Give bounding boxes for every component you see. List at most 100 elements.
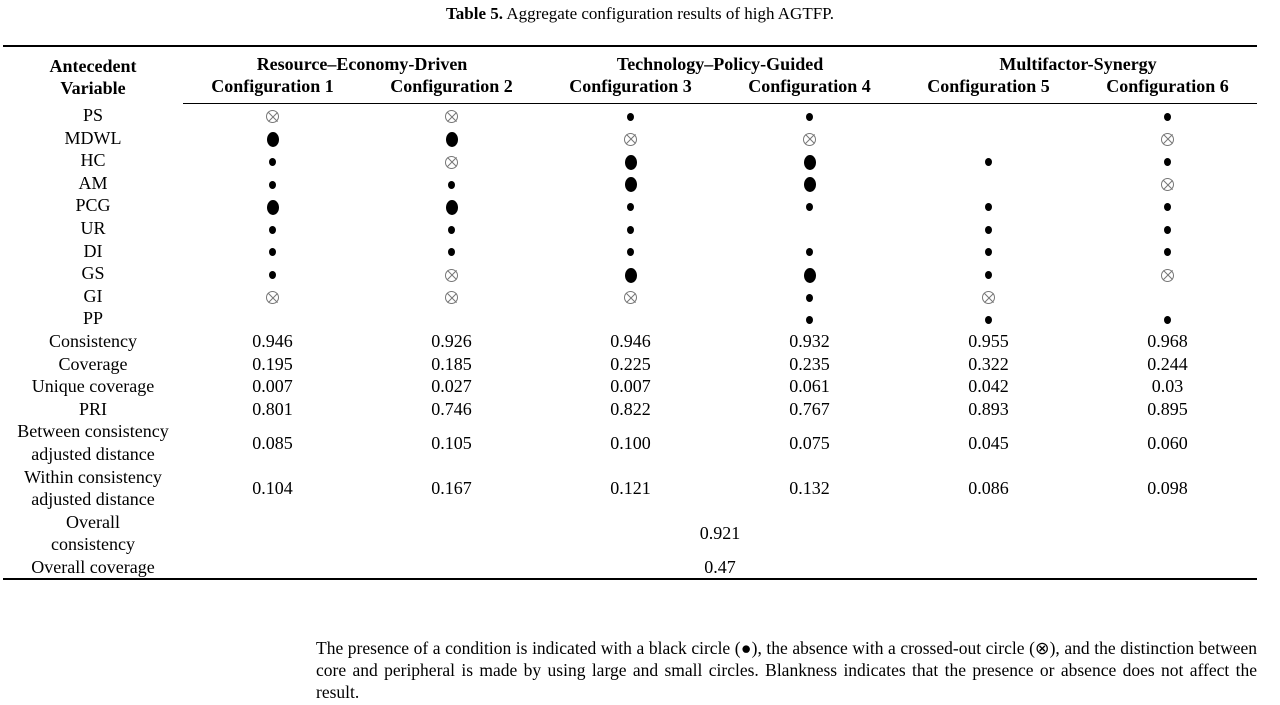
stat-row: PRI 0.801 0.746 0.822 0.767 0.893 0.895 xyxy=(3,398,1257,421)
stat-value: 0.075 xyxy=(789,432,830,453)
condition-cell xyxy=(899,194,1078,217)
peripheral-presence-icon xyxy=(806,203,814,212)
absence-icon xyxy=(445,110,458,124)
group-header: Technology–Policy-Guided xyxy=(541,45,900,75)
core-presence-icon xyxy=(445,131,458,147)
condition-cell xyxy=(1078,172,1257,195)
stat-value: 0.926 xyxy=(431,330,472,351)
condition-label: PCG xyxy=(75,195,111,216)
stat-value: 0.132 xyxy=(789,477,830,498)
condition-cell xyxy=(362,240,541,263)
stat-label: Between consistency adjusted distance xyxy=(17,421,169,464)
stat-value: 0.100 xyxy=(610,432,651,453)
condition-cell xyxy=(899,149,1078,172)
config-header: Configuration 1 xyxy=(183,75,362,104)
condition-cell xyxy=(183,172,362,195)
peripheral-presence-icon xyxy=(985,225,993,234)
condition-cell xyxy=(899,307,1078,330)
config-header: Configuration 6 xyxy=(1078,75,1258,104)
stat-value: 0.225 xyxy=(610,353,651,374)
condition-row: PP xyxy=(3,307,1257,330)
condition-cell xyxy=(362,262,541,285)
condition-cell xyxy=(720,127,899,150)
core-presence-icon xyxy=(803,267,816,283)
absence-icon xyxy=(266,110,279,124)
table-caption: Table 5. Aggregate configuration results… xyxy=(0,4,1280,24)
overall-label: Overall coverage xyxy=(3,555,183,581)
condition-cell xyxy=(1078,285,1257,308)
stat-value: 0.955 xyxy=(968,330,1009,351)
stat-value: 0.060 xyxy=(1147,432,1188,453)
condition-cell xyxy=(183,104,362,127)
condition-row: PS xyxy=(3,104,1257,127)
peripheral-presence-icon xyxy=(985,203,993,212)
absence-icon xyxy=(266,291,279,305)
stat-row: Consistency 0.946 0.926 0.946 0.932 0.955 0.96… xyxy=(3,330,1257,353)
condition-cell xyxy=(541,285,720,308)
condition-cell xyxy=(362,104,541,127)
condition-label: HC xyxy=(80,150,106,171)
stat-value: 0.105 xyxy=(431,432,472,453)
condition-cell xyxy=(1078,194,1257,217)
peripheral-presence-icon xyxy=(448,248,455,257)
absence-icon xyxy=(445,291,458,305)
stat-row: Between consistency adjusted distance 0.0… xyxy=(3,420,1257,465)
condition-label: AM xyxy=(78,172,108,193)
condition-cell xyxy=(541,194,720,217)
core-presence-icon xyxy=(266,131,279,147)
condition-row: PCG xyxy=(3,194,1257,217)
condition-row: AM xyxy=(3,172,1257,195)
overall-value: 0.47 xyxy=(183,555,1258,581)
stat-value: 0.121 xyxy=(610,477,651,498)
condition-cell xyxy=(183,262,362,285)
condition-cell xyxy=(899,240,1078,263)
stat-value: 0.235 xyxy=(789,353,830,374)
condition-label: UR xyxy=(80,217,106,238)
stat-value: 0.185 xyxy=(431,353,472,374)
condition-cell xyxy=(720,149,899,172)
stat-value: 0.895 xyxy=(1147,398,1188,419)
condition-cell xyxy=(1078,240,1257,263)
condition-cell xyxy=(183,217,362,240)
table-title: Aggregate configuration results of high … xyxy=(506,4,834,23)
condition-cell xyxy=(362,172,541,195)
peripheral-presence-icon xyxy=(985,316,993,325)
condition-cell xyxy=(541,104,720,127)
antecedent-header: Antecedent Variable xyxy=(3,45,183,104)
condition-label: GI xyxy=(83,285,103,306)
stat-row: Within consistency adjusted distance 0.10… xyxy=(3,466,1257,511)
condition-cell xyxy=(1078,149,1257,172)
condition-cell xyxy=(1078,307,1257,330)
condition-cell xyxy=(1078,262,1257,285)
stat-value: 0.007 xyxy=(610,376,651,397)
peripheral-presence-icon xyxy=(806,112,814,121)
peripheral-presence-icon xyxy=(806,316,814,325)
stat-value: 0.061 xyxy=(789,376,830,397)
condition-cell xyxy=(899,262,1078,285)
stat-value: 0.322 xyxy=(968,353,1009,374)
config-header: Configuration 4 xyxy=(720,75,900,104)
stat-value: 0.946 xyxy=(252,330,293,351)
overall-row: Overall coverage 0.47 xyxy=(3,555,1258,581)
condition-cell xyxy=(183,149,362,172)
absence-icon xyxy=(624,291,638,305)
peripheral-presence-icon xyxy=(269,180,276,189)
stat-label: Within consistency adjusted distance xyxy=(24,466,162,510)
absence-icon xyxy=(624,132,638,146)
condition-cell xyxy=(183,127,362,150)
stat-row: Coverage 0.195 0.185 0.225 0.235 0.322 0.244 xyxy=(3,353,1257,376)
condition-row: GI xyxy=(3,285,1257,308)
condition-cell xyxy=(1078,217,1257,240)
condition-cell xyxy=(720,262,899,285)
group-header: Resource–Economy-Driven xyxy=(183,45,542,75)
overall-value: 0.921 xyxy=(699,522,741,543)
condition-label: PP xyxy=(82,308,104,329)
peripheral-presence-icon xyxy=(269,225,276,234)
condition-label: DI xyxy=(83,240,103,261)
condition-cell xyxy=(362,127,541,150)
config-header: Configuration 3 xyxy=(541,75,721,104)
stat-value: 0.098 xyxy=(1147,477,1188,498)
condition-cell xyxy=(541,172,720,195)
condition-cell xyxy=(1078,104,1257,127)
peripheral-presence-icon xyxy=(1164,248,1172,257)
